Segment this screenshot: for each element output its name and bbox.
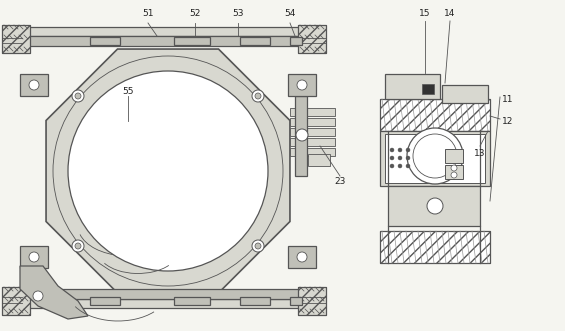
Circle shape <box>33 291 43 301</box>
Bar <box>290 37 302 45</box>
Bar <box>290 118 335 126</box>
Bar <box>445 149 463 163</box>
Circle shape <box>406 148 410 152</box>
Bar <box>22 36 320 46</box>
Text: 52: 52 <box>189 9 201 18</box>
Bar <box>20 74 48 96</box>
Bar <box>380 99 490 131</box>
Text: 15: 15 <box>419 9 431 18</box>
Circle shape <box>72 90 84 102</box>
Bar <box>290 108 335 116</box>
Circle shape <box>427 198 443 214</box>
Bar <box>445 165 463 179</box>
Text: 51: 51 <box>142 9 154 18</box>
Text: 11: 11 <box>502 94 514 104</box>
Circle shape <box>398 156 402 160</box>
Bar <box>290 297 302 305</box>
Circle shape <box>407 128 463 184</box>
Bar <box>298 25 326 53</box>
Bar <box>295 96 307 176</box>
Bar <box>2 25 30 53</box>
Circle shape <box>29 252 39 262</box>
Bar <box>174 297 210 305</box>
Bar <box>380 231 490 263</box>
Bar <box>380 99 490 131</box>
Bar <box>240 37 270 45</box>
Circle shape <box>297 252 307 262</box>
Bar <box>20 246 48 268</box>
Bar <box>90 297 120 305</box>
Circle shape <box>297 80 307 90</box>
Bar <box>298 25 326 53</box>
Circle shape <box>29 80 39 90</box>
Circle shape <box>451 165 457 171</box>
Circle shape <box>398 164 402 168</box>
Bar <box>240 297 270 305</box>
Bar <box>290 128 335 136</box>
Text: 13: 13 <box>474 149 486 158</box>
Bar <box>22 27 320 36</box>
Text: 12: 12 <box>502 117 514 125</box>
Text: 14: 14 <box>444 9 456 18</box>
Circle shape <box>252 240 264 252</box>
Bar <box>22 299 320 308</box>
Bar <box>298 287 326 315</box>
Circle shape <box>255 243 261 249</box>
Polygon shape <box>20 266 88 319</box>
Polygon shape <box>46 49 290 293</box>
Bar <box>388 186 480 226</box>
Bar <box>288 246 316 268</box>
Text: 23: 23 <box>334 176 346 185</box>
Circle shape <box>390 164 394 168</box>
Circle shape <box>390 156 394 160</box>
Bar <box>442 85 488 103</box>
Bar <box>22 289 320 299</box>
Bar <box>385 134 485 183</box>
Circle shape <box>398 148 402 152</box>
Bar <box>422 84 434 94</box>
Text: 53: 53 <box>232 9 244 18</box>
Circle shape <box>255 93 261 99</box>
Bar <box>308 154 330 166</box>
Circle shape <box>406 156 410 160</box>
Circle shape <box>451 172 457 178</box>
Bar <box>174 37 210 45</box>
Circle shape <box>75 243 81 249</box>
Circle shape <box>390 148 394 152</box>
Bar <box>2 25 30 53</box>
Bar <box>380 231 490 263</box>
Bar <box>2 287 30 315</box>
Bar <box>290 148 335 156</box>
Bar <box>288 74 316 96</box>
Circle shape <box>68 71 268 271</box>
Text: 54: 54 <box>284 9 295 18</box>
Circle shape <box>406 164 410 168</box>
Bar <box>290 138 335 146</box>
Bar <box>385 74 440 99</box>
Text: 55: 55 <box>122 86 134 96</box>
Bar <box>380 131 490 186</box>
Circle shape <box>296 129 308 141</box>
Bar <box>298 287 326 315</box>
Bar <box>90 37 120 45</box>
Bar <box>2 287 30 315</box>
Circle shape <box>75 93 81 99</box>
Circle shape <box>72 240 84 252</box>
Circle shape <box>252 90 264 102</box>
